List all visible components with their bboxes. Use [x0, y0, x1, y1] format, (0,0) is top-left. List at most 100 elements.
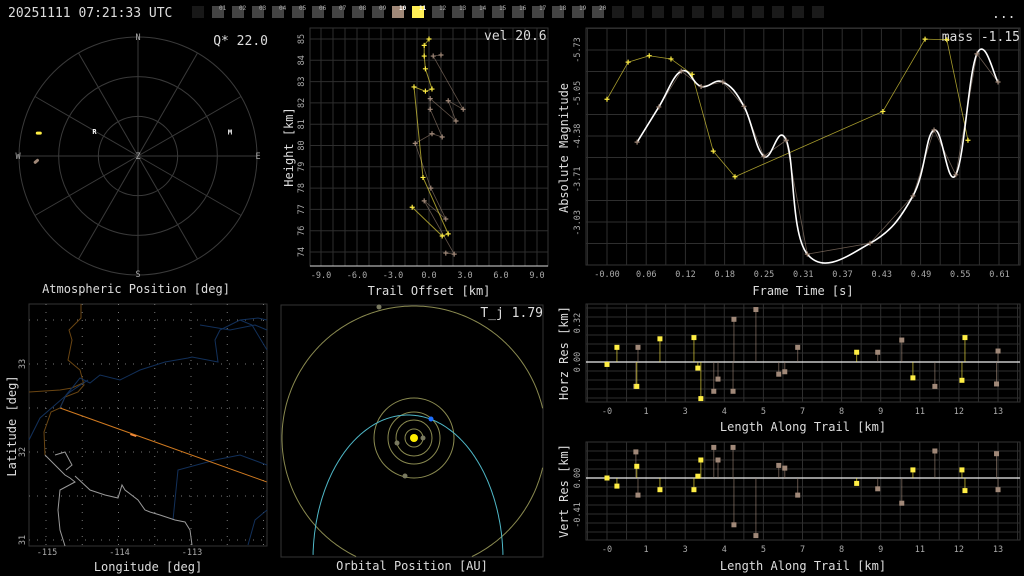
frame-button-slot-21[interactable] [612, 6, 624, 18]
frame-button-slot-23[interactable] [652, 6, 664, 18]
frame-label: 08 [359, 5, 367, 12]
x-tick-label: 1 [644, 545, 649, 555]
y-tick-label: 32 [18, 447, 28, 457]
residual-point-primary [962, 488, 968, 494]
planet-mars [402, 473, 408, 479]
light-curve-point-secondary [720, 79, 726, 85]
menu-button[interactable]: ... [992, 7, 1015, 22]
frame-button-05[interactable] [292, 6, 304, 18]
x-tick-label: -114 [109, 548, 129, 558]
light-curve-point-secondary [678, 68, 684, 74]
azimuth-spoke [137, 96, 242, 157]
frame-button-09[interactable] [372, 6, 384, 18]
frame-button-slot-31[interactable] [812, 6, 824, 18]
x-tick-label: 0.55 [950, 270, 970, 280]
frame-button-12[interactable] [432, 6, 444, 18]
trajectory-point-primary [445, 231, 451, 237]
x-tick-label: 0.25 [754, 270, 774, 280]
x-tick-label: 9 [878, 545, 883, 555]
frame-button-slot-22[interactable] [632, 6, 644, 18]
residual-point-secondary [782, 369, 788, 375]
residual-point-primary [691, 487, 697, 493]
y-axis-label: Horz Res [km] [557, 306, 571, 400]
frame-button-18[interactable] [552, 6, 564, 18]
frame-button-02[interactable] [232, 6, 244, 18]
x-tick-label: 9 [878, 407, 883, 417]
trajectory-point-primary [420, 174, 426, 180]
trajectory-point-secondary [412, 140, 418, 146]
light-curve-point-secondary [910, 193, 916, 199]
x-tick-label: 3 [683, 545, 688, 555]
river-line [28, 379, 89, 441]
trajectory-point-primary [422, 88, 428, 94]
frame-button-slot-26[interactable] [712, 6, 724, 18]
frame-button-01[interactable] [212, 6, 224, 18]
residual-point-secondary [776, 462, 782, 468]
residual-point-primary [604, 361, 610, 367]
x-tick-label: 7 [800, 545, 805, 555]
frame-button-14[interactable] [472, 6, 484, 18]
height-offset-panel: vel 20.6 Trail Offset [km] Height [km] -… [282, 27, 549, 298]
trajectory-point-primary [439, 233, 445, 239]
light-curve-point-primary [689, 71, 695, 77]
planet-venus [394, 440, 400, 446]
border-line [43, 304, 85, 456]
residual-point-secondary [875, 486, 881, 492]
x-tick-label: -113 [182, 548, 202, 558]
light-curve-point-secondary [741, 103, 747, 109]
frame-button-10[interactable] [392, 6, 404, 18]
jupiter-orbit [281, 305, 544, 558]
azimuth-spoke [78, 52, 139, 157]
frame-button-17[interactable] [532, 6, 544, 18]
frame-button-11[interactable] [412, 6, 424, 18]
trajectory-point-secondary [427, 106, 433, 112]
residual-point-primary [657, 336, 663, 342]
frame-button-slot-27[interactable] [732, 6, 744, 18]
trajectory-point-primary [421, 53, 427, 59]
residual-point-secondary [753, 307, 759, 313]
x-tick-label: 7 [800, 407, 805, 417]
frame-button-03[interactable] [252, 6, 264, 18]
station-point-primary [35, 131, 42, 135]
south-label: S [135, 270, 140, 280]
x-tick-label: 3.0 [457, 271, 472, 281]
q-star-stat: Q* 22.0 [213, 34, 268, 49]
frame-button-slot-30[interactable] [792, 6, 804, 18]
light-curve-point-primary [710, 148, 716, 154]
residual-point-primary [698, 457, 704, 463]
x-tick-label: -0 [602, 407, 612, 417]
light-curve-point-primary [646, 53, 652, 59]
trajectory-point-secondary [443, 250, 449, 256]
residual-point-primary [959, 377, 965, 383]
residual-point-secondary [633, 449, 639, 455]
trajectory-point-secondary [427, 96, 433, 102]
frame-button-slot-0[interactable] [192, 6, 204, 18]
frame-button-slot-24[interactable] [672, 6, 684, 18]
frame-button-20[interactable] [592, 6, 604, 18]
river-line [59, 317, 268, 409]
y-tick-label: 85 [297, 34, 307, 44]
frame-button-slot-25[interactable] [692, 6, 704, 18]
frame-button-13[interactable] [452, 6, 464, 18]
orbital-position-title: Orbital Position [AU] [336, 559, 488, 573]
light-curve-line-primary [606, 38, 969, 178]
frame-button-slot-29[interactable] [772, 6, 784, 18]
frame-button-19[interactable] [572, 6, 584, 18]
residual-point-secondary [730, 388, 736, 394]
azimuth-spoke [78, 155, 139, 260]
light-curve-point-secondary [634, 139, 640, 145]
frame-button-04[interactable] [272, 6, 284, 18]
x-tick-label: -9.0 [311, 271, 331, 281]
frame-button-07[interactable] [332, 6, 344, 18]
y-tick-label: 82 [297, 98, 307, 108]
frame-button-slot-28[interactable] [752, 6, 764, 18]
residual-point-primary [614, 344, 620, 350]
frame-button-15[interactable] [492, 6, 504, 18]
residual-point-primary [695, 365, 701, 371]
frame-button-06[interactable] [312, 6, 324, 18]
y-tick-label: -4.38 [573, 124, 583, 150]
frame-button-16[interactable] [512, 6, 524, 18]
frame-button-08[interactable] [352, 6, 364, 18]
x-axis-label: Length Along Trail [km] [720, 559, 886, 573]
